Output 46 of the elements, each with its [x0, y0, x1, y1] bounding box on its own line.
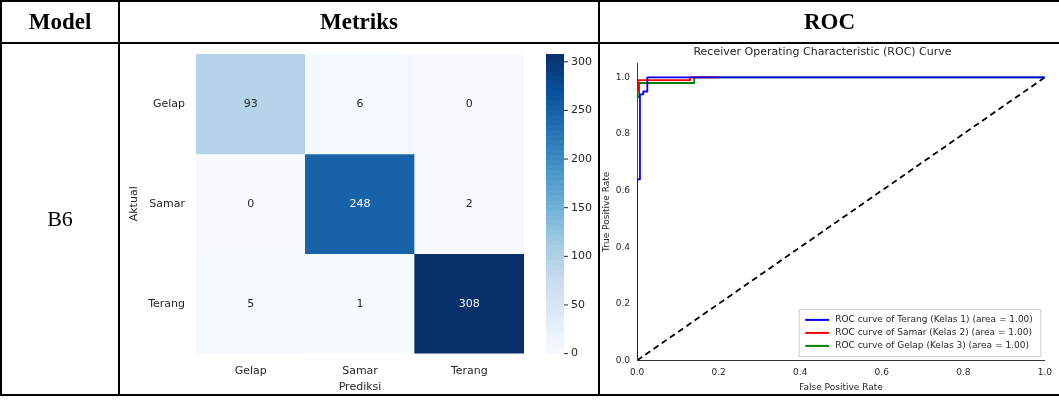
data-label: 6 — [356, 96, 364, 110]
y-axis-title: Aktual — [127, 186, 141, 222]
color-bar-label: 100 — [571, 249, 592, 263]
color-bar-label: 0 — [571, 346, 578, 360]
color-bar-label: 300 — [571, 54, 592, 68]
x-tick-label: 0.0 — [629, 367, 645, 378]
color-bar-label: 250 — [571, 103, 592, 117]
x-tick-label: Samar — [342, 364, 379, 378]
x-axis-title: False Positive Rate — [799, 381, 884, 392]
data-label: 2 — [465, 196, 473, 210]
y-tick-label: 0.0 — [615, 354, 631, 365]
y-tick-label: Samar — [149, 196, 186, 210]
y-tick-label: 0.8 — [615, 128, 631, 139]
data-label: 5 — [247, 296, 255, 310]
data-label: 93 — [243, 96, 258, 110]
text: ROC — [599, 1, 1059, 43]
legend-label: ROC curve of Samar (Kelas 2) (area = 1.00) — [835, 327, 1032, 338]
y-axis-title: True Positive Rate — [600, 171, 611, 253]
x-tick-label: Terang — [449, 364, 488, 378]
data-label: 0 — [465, 96, 473, 110]
x-tick-label: 1.0 — [1037, 367, 1053, 378]
data-label: 0 — [247, 196, 255, 210]
y-tick-label: Terang — [147, 296, 186, 310]
y-tick-label: 1.0 — [615, 71, 631, 82]
x-tick-label: 0.2 — [711, 367, 726, 378]
x-tick-label: Gelap — [234, 364, 267, 378]
x-tick-label: 0.8 — [956, 367, 971, 378]
color-bar-label: 150 — [571, 200, 592, 214]
color-bar-label: 50 — [571, 297, 585, 311]
x-axis-title: Prediksi — [338, 380, 382, 394]
y-tick-label: 0.2 — [615, 298, 631, 309]
data-label: 308 — [458, 296, 480, 310]
chart-title: Receiver Operating Characteristic (ROC) Curve — [693, 45, 952, 59]
y-tick-label: 0.6 — [615, 184, 631, 195]
text: Model — [1, 1, 119, 43]
legend-label: ROC curve of Terang (Kelas 1) (area = 1.00) — [835, 314, 1033, 325]
text: B6 — [1, 43, 119, 395]
x-tick-label: 0.4 — [793, 367, 808, 378]
color-bar-label: 200 — [571, 151, 592, 165]
y-tick-label: 0.4 — [615, 241, 631, 252]
text: Metriks — [119, 1, 599, 43]
legend-label: ROC curve of Gelap (Kelas 3) (area = 1.00) — [835, 340, 1029, 351]
x-tick-label: 0.6 — [874, 367, 890, 378]
data-label: 1 — [356, 296, 364, 310]
data-label: 248 — [349, 196, 371, 210]
y-tick-label: Gelap — [152, 96, 186, 110]
